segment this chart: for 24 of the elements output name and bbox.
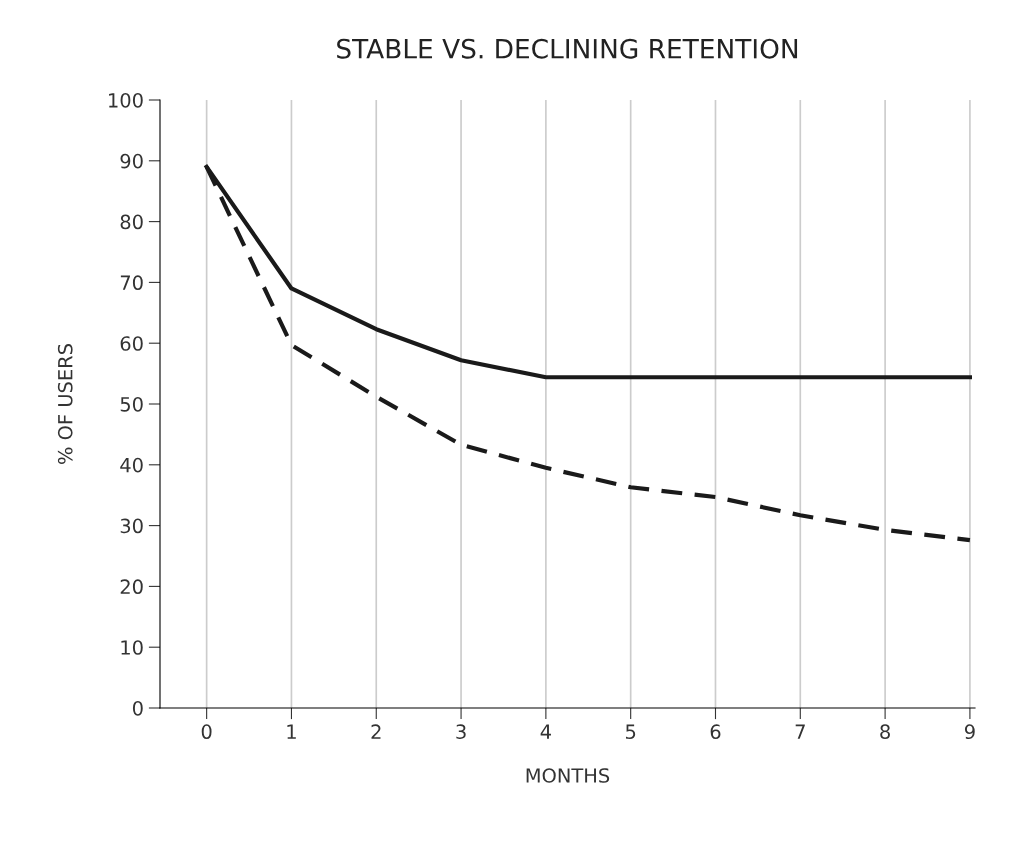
x-tick-label: 1 xyxy=(287,724,296,739)
y-tick-label: 100 xyxy=(109,92,143,108)
x-axis-title: MONTHS xyxy=(526,768,610,783)
y-tick-label: 40 xyxy=(120,457,143,473)
x-tick-label: 0 xyxy=(201,724,212,740)
x-tick-label: 4 xyxy=(540,724,551,739)
chart-title: STABLE VS. DECLINING RETENTION xyxy=(337,38,798,59)
y-tick-label: 70 xyxy=(120,275,143,291)
y-tick-label: 20 xyxy=(120,579,143,595)
x-tick-label: 9 xyxy=(964,724,975,740)
y-tick-label: 90 xyxy=(120,153,143,169)
x-tick-label: 5 xyxy=(626,724,636,740)
x-tick-label: 7 xyxy=(795,724,805,739)
y-tick-label: 60 xyxy=(120,336,143,351)
x-tick-label: 2 xyxy=(371,724,381,739)
x-tick-label: 8 xyxy=(880,724,890,740)
y-axis-title: % OF USERS xyxy=(57,344,73,464)
y-tick-label: 80 xyxy=(120,214,143,230)
x-tick-label: 6 xyxy=(710,724,721,740)
y-tick-label: 10 xyxy=(121,640,143,655)
y-tick-label: 0 xyxy=(132,700,143,716)
y-tick-label: 50 xyxy=(120,396,143,412)
y-tick-label: 30 xyxy=(120,518,143,534)
x-tick-label: 3 xyxy=(456,724,466,740)
